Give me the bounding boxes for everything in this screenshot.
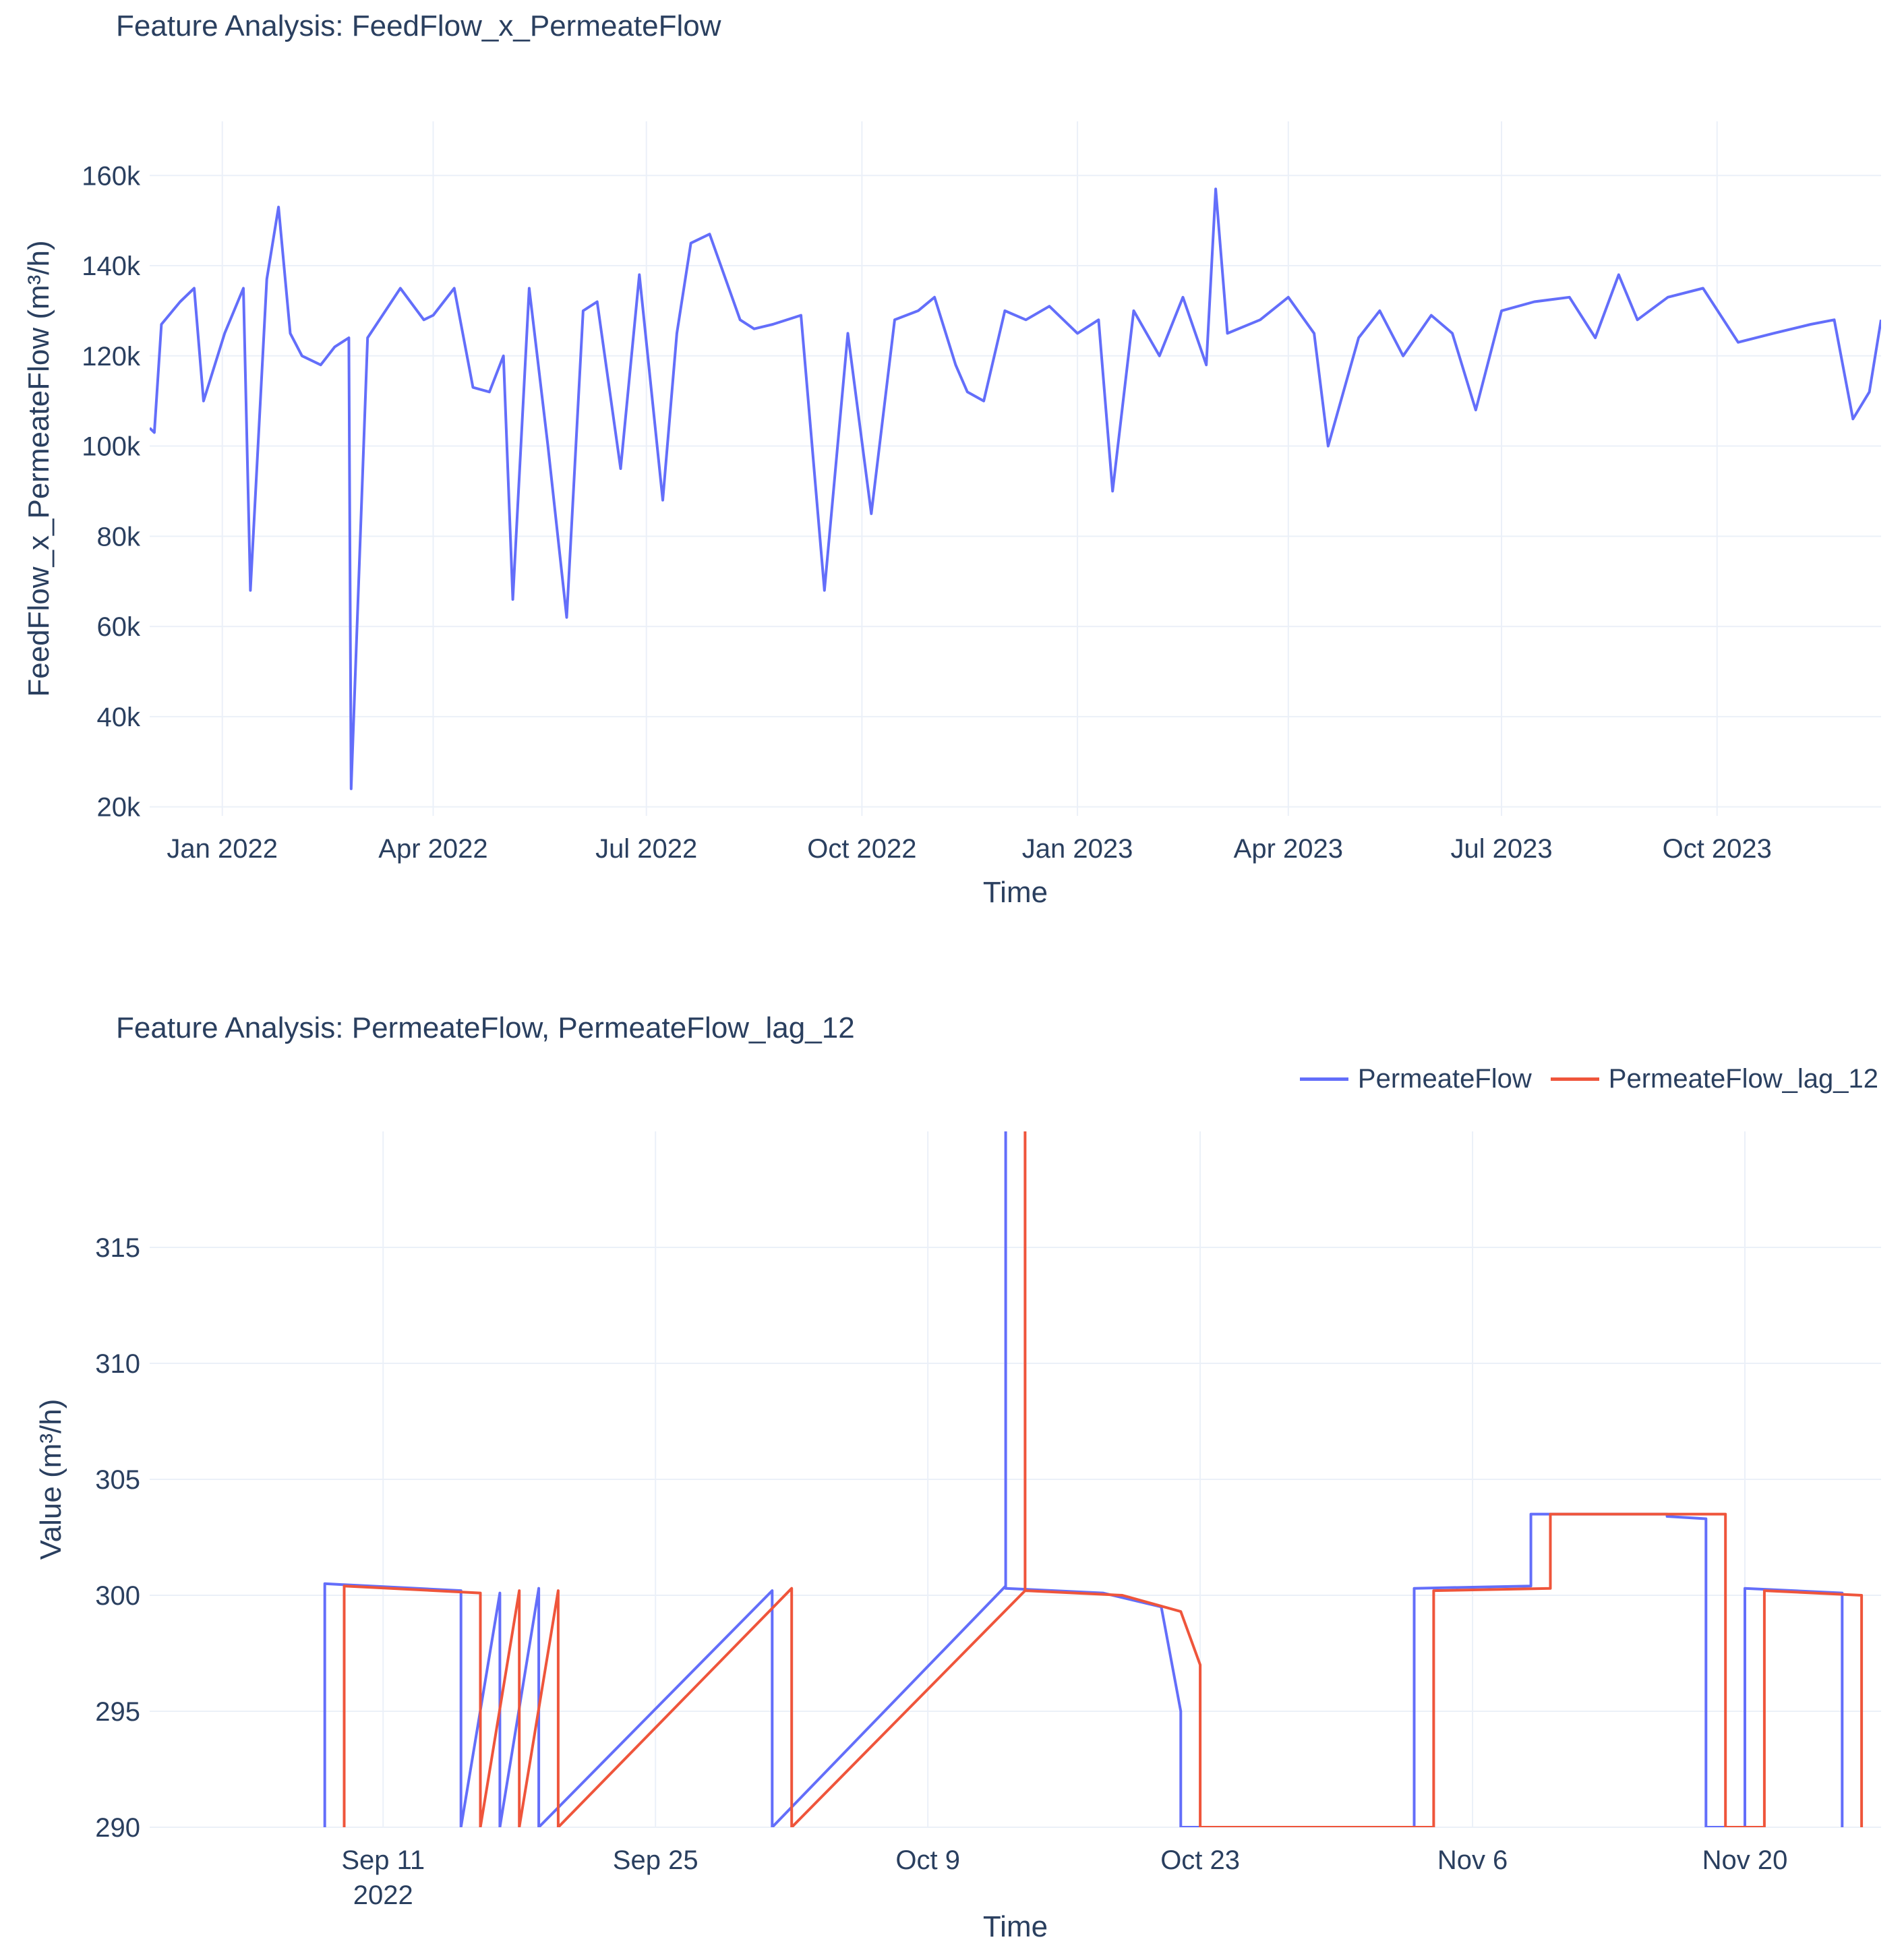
x-tick-label: Jul 2022	[595, 834, 697, 864]
y-axis-title: FeedFlow_x_PermeateFlow (m³/h)	[22, 240, 55, 697]
chart-2-plot: Sep 11 2022 Sep 25 Oct 9 Oct 23 Nov 6 Nov 20 29…	[34, 1131, 1881, 1943]
x-tick-label: Nov 6	[1437, 1845, 1508, 1875]
chart-1-title: Feature Analysis: FeedFlow_x_PermeateFlo…	[116, 9, 721, 42]
y-tick-label: 300	[95, 1581, 140, 1611]
y-tick-label: 290	[95, 1813, 140, 1843]
x-tick-label: Sep 25	[613, 1845, 698, 1875]
series-line-0	[150, 187, 1881, 790]
legend-item-permeateflow[interactable]: PermeateFlow	[1299, 1064, 1532, 1094]
y-tick-label: 160k	[82, 161, 141, 191]
y-tick-label: 295	[95, 1697, 140, 1727]
y-tick-label: 315	[95, 1233, 140, 1263]
y-tick-label: 120k	[82, 342, 141, 372]
chart-1-plot: Jan 2022 Apr 2022 Jul 2022 Oct 2022 Jan 2023…	[22, 121, 1881, 909]
x-tick-label: Apr 2022	[378, 834, 487, 864]
x-tick-label: Oct 2023	[1663, 834, 1772, 864]
x-tick-label: Apr 2023	[1234, 834, 1343, 864]
chart-2-legend: PermeateFlow PermeateFlow_lag_12	[1281, 1064, 1878, 1094]
y-tick-label: 305	[95, 1465, 140, 1495]
x-tick-label: Oct 2022	[807, 834, 916, 864]
y-tick-label: 60k	[97, 612, 141, 642]
x-axis-title: Time	[983, 876, 1048, 909]
y-tick-label: 310	[95, 1349, 140, 1379]
y-tick-label: 40k	[97, 703, 141, 732]
y-tick-label: 20k	[97, 793, 141, 823]
y-axis-title: Value (m³/h)	[34, 1399, 67, 1560]
y-tick-label: 100k	[82, 432, 141, 462]
chart-2-title: Feature Analysis: PermeateFlow, Permeate…	[116, 1011, 855, 1044]
x-tick-label: Jan 2023	[1022, 834, 1133, 864]
legend-item-permeateflow-lag-12[interactable]: PermeateFlow_lag_12	[1550, 1064, 1878, 1094]
y-tick-label: 80k	[97, 522, 141, 552]
series-line-permeateflow-lag-12	[343, 1131, 1864, 1827]
legend-label-permeateflow-lag-12: PermeateFlow_lag_12	[1608, 1064, 1878, 1094]
x-tick-label: Sep 11	[341, 1845, 425, 1875]
x-tick-year-label: 2022	[353, 1881, 413, 1910]
x-tick-label: Oct 23	[1160, 1845, 1240, 1875]
y-tick-label: 140k	[82, 251, 141, 281]
legend-swatch-permeateflow-lag-12	[1550, 1077, 1599, 1081]
x-tick-label: Jul 2023	[1450, 834, 1552, 864]
x-tick-label: Jan 2022	[167, 834, 278, 864]
x-axis-title: Time	[983, 1910, 1048, 1943]
legend-swatch-permeateflow	[1299, 1077, 1348, 1081]
legend-label-permeateflow: PermeateFlow	[1357, 1064, 1532, 1094]
x-tick-label: Nov 20	[1702, 1845, 1788, 1875]
x-tick-label: Oct 9	[895, 1845, 960, 1875]
